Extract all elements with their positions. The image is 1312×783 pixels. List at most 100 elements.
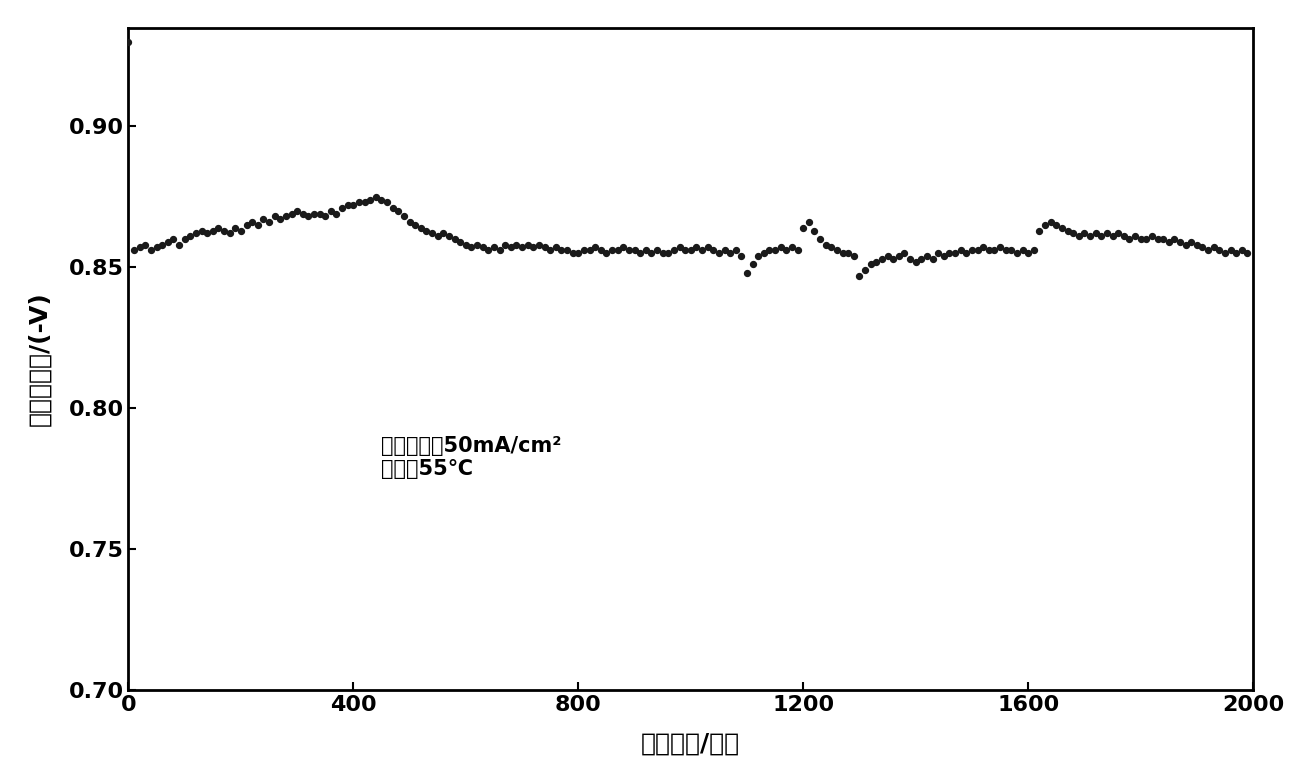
- Point: [450, 236, 471, 248]
- Point: [315, 210, 336, 222]
- Point: [731, 250, 752, 262]
- Point: [1186, 238, 1207, 251]
- Point: [467, 238, 488, 251]
- Point: [264, 210, 285, 222]
- Point: [883, 252, 904, 265]
- Point: [185, 227, 206, 240]
- Point: [1130, 233, 1151, 245]
- Point: [664, 244, 685, 257]
- Point: [1057, 224, 1078, 236]
- Point: [546, 241, 567, 254]
- Point: [911, 252, 932, 265]
- Point: [512, 241, 533, 254]
- Y-axis label: 氮氧化电位/(-V): 氮氧化电位/(-V): [28, 291, 51, 426]
- Point: [428, 230, 449, 243]
- Point: [483, 241, 504, 254]
- Point: [1203, 241, 1224, 254]
- Point: [332, 202, 353, 215]
- Point: [365, 190, 386, 203]
- Point: [888, 250, 909, 262]
- Point: [618, 244, 639, 257]
- Point: [349, 197, 370, 209]
- Point: [607, 244, 628, 257]
- Point: [1085, 227, 1106, 240]
- Point: [674, 244, 695, 257]
- Point: [443, 233, 464, 245]
- Point: [1006, 247, 1027, 259]
- Point: [359, 193, 380, 206]
- Point: [157, 236, 178, 248]
- Point: [770, 241, 791, 254]
- Point: [231, 224, 252, 236]
- Point: [562, 247, 583, 259]
- Point: [152, 238, 173, 251]
- Point: [1225, 247, 1246, 259]
- Point: [708, 247, 729, 259]
- Point: [517, 238, 538, 251]
- Point: [163, 233, 184, 245]
- Point: [506, 238, 527, 251]
- Point: [421, 227, 442, 240]
- Point: [1046, 218, 1067, 231]
- Point: [286, 204, 307, 217]
- Point: [1119, 233, 1140, 245]
- Point: [337, 199, 358, 211]
- Point: [270, 213, 291, 226]
- Point: [214, 224, 235, 236]
- Point: [1090, 230, 1111, 243]
- Point: [945, 247, 966, 259]
- Point: [680, 244, 701, 257]
- Point: [197, 227, 218, 240]
- Point: [399, 216, 420, 229]
- Point: [686, 241, 707, 254]
- Point: [782, 241, 803, 254]
- Point: [657, 247, 678, 259]
- Point: [174, 233, 195, 245]
- Point: [455, 238, 476, 251]
- Point: [219, 227, 240, 240]
- Point: [1208, 244, 1229, 257]
- Point: [792, 222, 813, 234]
- Point: [1063, 227, 1084, 240]
- Point: [404, 218, 425, 231]
- Point: [827, 244, 848, 257]
- Point: [590, 244, 611, 257]
- Point: [697, 241, 718, 254]
- Point: [815, 238, 836, 251]
- Point: [551, 244, 572, 257]
- Point: [956, 247, 977, 259]
- Point: [939, 247, 960, 259]
- Point: [799, 216, 820, 229]
- Point: [382, 202, 403, 215]
- Point: [635, 244, 656, 257]
- Point: [1147, 233, 1168, 245]
- Text: 电流密度：50mA/cm²
温度：55℃: 电流密度：50mA/cm² 温度：55℃: [382, 436, 562, 479]
- Point: [1097, 227, 1118, 240]
- Point: [489, 244, 510, 257]
- Point: [1051, 222, 1072, 234]
- Point: [984, 244, 1005, 257]
- Point: [129, 241, 150, 254]
- Point: [1023, 244, 1044, 257]
- Point: [989, 241, 1010, 254]
- Point: [866, 255, 887, 268]
- Point: [669, 241, 690, 254]
- Point: [1176, 238, 1197, 251]
- Point: [625, 244, 646, 257]
- Point: [1153, 233, 1174, 245]
- Point: [1169, 236, 1190, 248]
- Point: [647, 244, 668, 257]
- Point: [438, 230, 459, 243]
- Point: [1136, 233, 1157, 245]
- Point: [765, 244, 786, 257]
- Point: [394, 210, 415, 222]
- Point: [411, 222, 432, 234]
- Point: [775, 244, 796, 257]
- Point: [325, 207, 346, 220]
- Point: [224, 222, 245, 234]
- Point: [719, 247, 740, 259]
- Point: [180, 230, 201, 243]
- Point: [1193, 241, 1214, 254]
- Point: [1164, 233, 1185, 245]
- Point: [1107, 227, 1128, 240]
